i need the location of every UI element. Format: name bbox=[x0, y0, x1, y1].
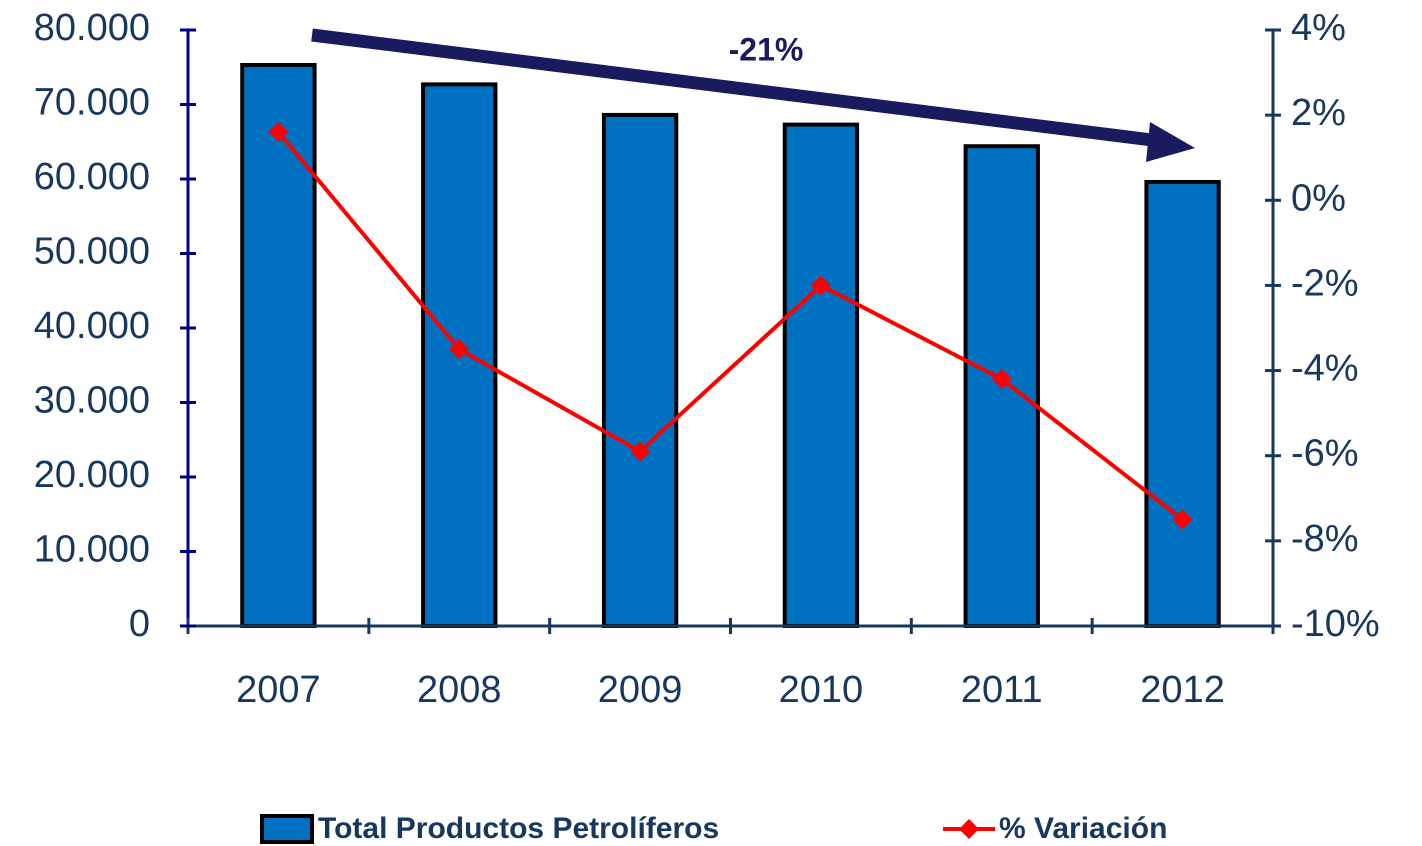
bar bbox=[601, 112, 679, 629]
bar bbox=[782, 122, 860, 629]
y-tick-label: 60.000 bbox=[34, 156, 150, 198]
x-tick-label: 2012 bbox=[1140, 669, 1225, 711]
x-tick-label: 2011 bbox=[961, 669, 1043, 711]
y2-tick-label: 0% bbox=[1291, 177, 1346, 219]
legend-marker bbox=[959, 819, 979, 839]
line bbox=[276, 130, 1184, 522]
y2-tick-label: 2% bbox=[1291, 92, 1346, 134]
y-tick-label: 50.000 bbox=[34, 231, 150, 273]
y-tick-label: 30.000 bbox=[34, 380, 150, 422]
legend-label: Total Productos Petrolíferos bbox=[318, 812, 719, 845]
legend-swatch bbox=[260, 814, 314, 844]
annotation: -21% bbox=[729, 31, 804, 67]
x-tick-label: 2009 bbox=[598, 669, 683, 711]
x-tick-label: 2010 bbox=[779, 669, 864, 711]
y2-tick-label: 4% bbox=[1291, 7, 1346, 49]
marker bbox=[810, 275, 831, 296]
y-tick-label: 10.000 bbox=[34, 529, 150, 571]
marker bbox=[991, 369, 1012, 390]
x-tick-label: 2007 bbox=[236, 669, 321, 711]
x-tick-label: 2008 bbox=[417, 669, 502, 711]
y-tick-label: 40.000 bbox=[34, 305, 150, 347]
marker bbox=[1172, 509, 1193, 530]
y2-tick-label: -8% bbox=[1291, 518, 1359, 560]
trend-arrow bbox=[311, 28, 1161, 148]
marker bbox=[449, 339, 470, 360]
y-tick-label: 0 bbox=[129, 603, 150, 645]
marker bbox=[268, 122, 289, 143]
y2-tick-label: -10% bbox=[1291, 603, 1380, 645]
marker bbox=[630, 441, 651, 462]
y2-tick-label: -2% bbox=[1291, 262, 1359, 304]
trend-arrow-head bbox=[1146, 122, 1195, 162]
legend-label: % Variación bbox=[999, 812, 1167, 845]
bar bbox=[240, 63, 317, 628]
y-tick-label: 80.000 bbox=[34, 7, 150, 49]
y2-tick-label: -6% bbox=[1291, 433, 1359, 475]
y-tick-label: 70.000 bbox=[34, 82, 150, 124]
y-tick-label: 20.000 bbox=[34, 454, 150, 496]
bar bbox=[1144, 179, 1221, 628]
y2-tick-label: -4% bbox=[1291, 348, 1359, 390]
